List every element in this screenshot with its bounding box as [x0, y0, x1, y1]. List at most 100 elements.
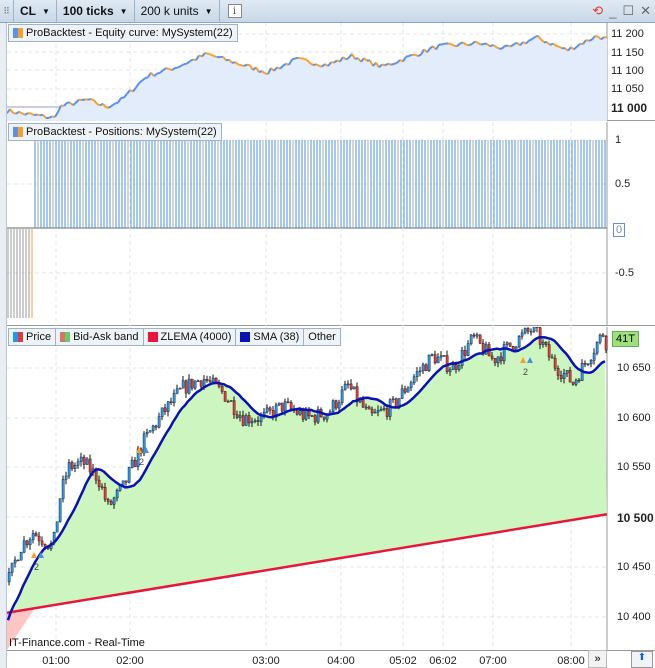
left-strip — [0, 23, 7, 668]
candle-body — [151, 425, 155, 431]
axis-label: 10 550 — [617, 461, 651, 473]
candle-body — [460, 350, 464, 366]
time-label: 05:02 — [389, 655, 417, 667]
candle-body — [394, 398, 398, 407]
equity-segment — [525, 39, 530, 45]
candle-body — [76, 461, 80, 466]
equity-segment — [546, 41, 551, 46]
equity-segment — [507, 44, 512, 48]
equity-segment — [87, 98, 92, 101]
legend-label: Other — [308, 331, 336, 343]
candle-body — [571, 381, 575, 385]
time-label: 03:00 — [252, 655, 280, 667]
candle-body — [427, 354, 431, 372]
trade-marker-label: 2 — [34, 562, 39, 572]
candle-body — [235, 414, 239, 418]
candle-body — [163, 407, 167, 412]
candle-body — [412, 376, 416, 384]
maximize-icon[interactable]: ☐ — [622, 3, 635, 18]
candle-body — [100, 486, 104, 488]
equity-segment — [468, 43, 473, 47]
candle-body — [385, 408, 389, 417]
time-label: 08:00 — [557, 655, 585, 667]
equity-segment — [558, 45, 563, 50]
axis-label: 10 650 — [617, 362, 651, 374]
minimize-icon[interactable]: _ — [609, 3, 617, 19]
legend-sma[interactable]: SMA (38) — [236, 329, 305, 345]
drag-handle[interactable]: ⠿ — [0, 0, 14, 23]
instrument-select[interactable]: CL ▼ — [14, 0, 57, 23]
equity-segment — [528, 38, 533, 42]
info-icon[interactable]: i — [227, 4, 242, 18]
candle-body — [13, 559, 17, 564]
equity-segment — [81, 98, 86, 102]
candle-body — [388, 399, 392, 417]
equity-segment — [519, 41, 524, 47]
time-label: 06:02 — [429, 655, 457, 667]
equity-segment — [603, 36, 608, 39]
equity-segment — [30, 112, 35, 116]
legend-other[interactable]: Other — [304, 329, 340, 345]
equity-segment — [600, 36, 605, 41]
candle-body — [178, 387, 182, 390]
units-select[interactable]: 200 k units ▼ — [135, 0, 220, 23]
candle-body — [202, 379, 206, 387]
share-icon[interactable]: ⬆ — [631, 651, 653, 668]
candle-body — [376, 410, 380, 413]
equity-segment — [462, 41, 467, 46]
legend-swatch — [147, 332, 158, 342]
candle-body — [562, 373, 566, 379]
candle-body — [256, 420, 260, 422]
trade-marker-icon — [38, 552, 44, 558]
legend-bid-ask[interactable]: Bid-Ask band — [56, 329, 144, 345]
candle-body — [523, 328, 527, 334]
equity-segment — [594, 35, 599, 38]
equity-segment — [315, 63, 320, 67]
positions-legend[interactable]: ProBacktest - Positions: MySystem(22) — [8, 123, 222, 141]
axis-label: 11 050 — [611, 83, 644, 95]
equity-segment — [18, 110, 23, 115]
scroll-right-button[interactable]: » — [588, 650, 607, 668]
close-icon[interactable]: ✕ — [640, 3, 651, 18]
candle-body — [442, 355, 446, 357]
equity-segment — [189, 58, 194, 63]
candle-body — [370, 408, 374, 414]
ticks-select[interactable]: 100 ticks ▼ — [57, 0, 135, 23]
candle-body — [25, 540, 29, 546]
candle-body — [586, 363, 590, 366]
time-label: 07:00 — [479, 655, 507, 667]
candle-body — [469, 334, 473, 344]
equity-segment — [57, 105, 62, 113]
candle-body — [184, 380, 188, 394]
candle-body — [286, 401, 290, 403]
equity-segment — [570, 46, 575, 51]
candle-body — [70, 462, 74, 469]
equity-segment — [393, 61, 398, 65]
candle-body — [223, 391, 227, 402]
refresh-icon[interactable]: ⟲ — [592, 3, 604, 18]
equity-segment — [48, 115, 53, 119]
equity-segment — [24, 112, 29, 116]
equity-segment — [207, 52, 212, 56]
candle-body — [82, 456, 86, 465]
candle-body — [229, 400, 233, 402]
candle-body — [409, 382, 413, 389]
time-axis: 01:00 02:00 03:00 04:00 05:02 06:02 07:0… — [7, 650, 655, 668]
trade-marker-label: 2 — [523, 367, 528, 377]
candle-body — [310, 415, 314, 417]
legend-zlema[interactable]: ZLEMA (4000) — [144, 329, 237, 345]
equity-segment — [15, 110, 20, 115]
equity-legend[interactable]: ProBacktest - Equity curve: MySystem(22) — [8, 24, 238, 42]
legend-label: ProBacktest - Equity curve: MySystem(22) — [26, 27, 233, 39]
candle-body — [583, 363, 587, 365]
axis-label: 11 150 — [611, 47, 644, 59]
candle-body — [451, 364, 455, 370]
candle-body — [415, 371, 419, 377]
equity-segment — [351, 53, 356, 60]
candle-body — [367, 406, 371, 410]
legend-label: Bid-Ask band — [73, 331, 139, 343]
axis-label: 10 600 — [617, 412, 651, 424]
equity-segment — [198, 54, 203, 58]
legend-price[interactable]: Price — [9, 329, 57, 345]
equity-segment — [12, 111, 17, 115]
